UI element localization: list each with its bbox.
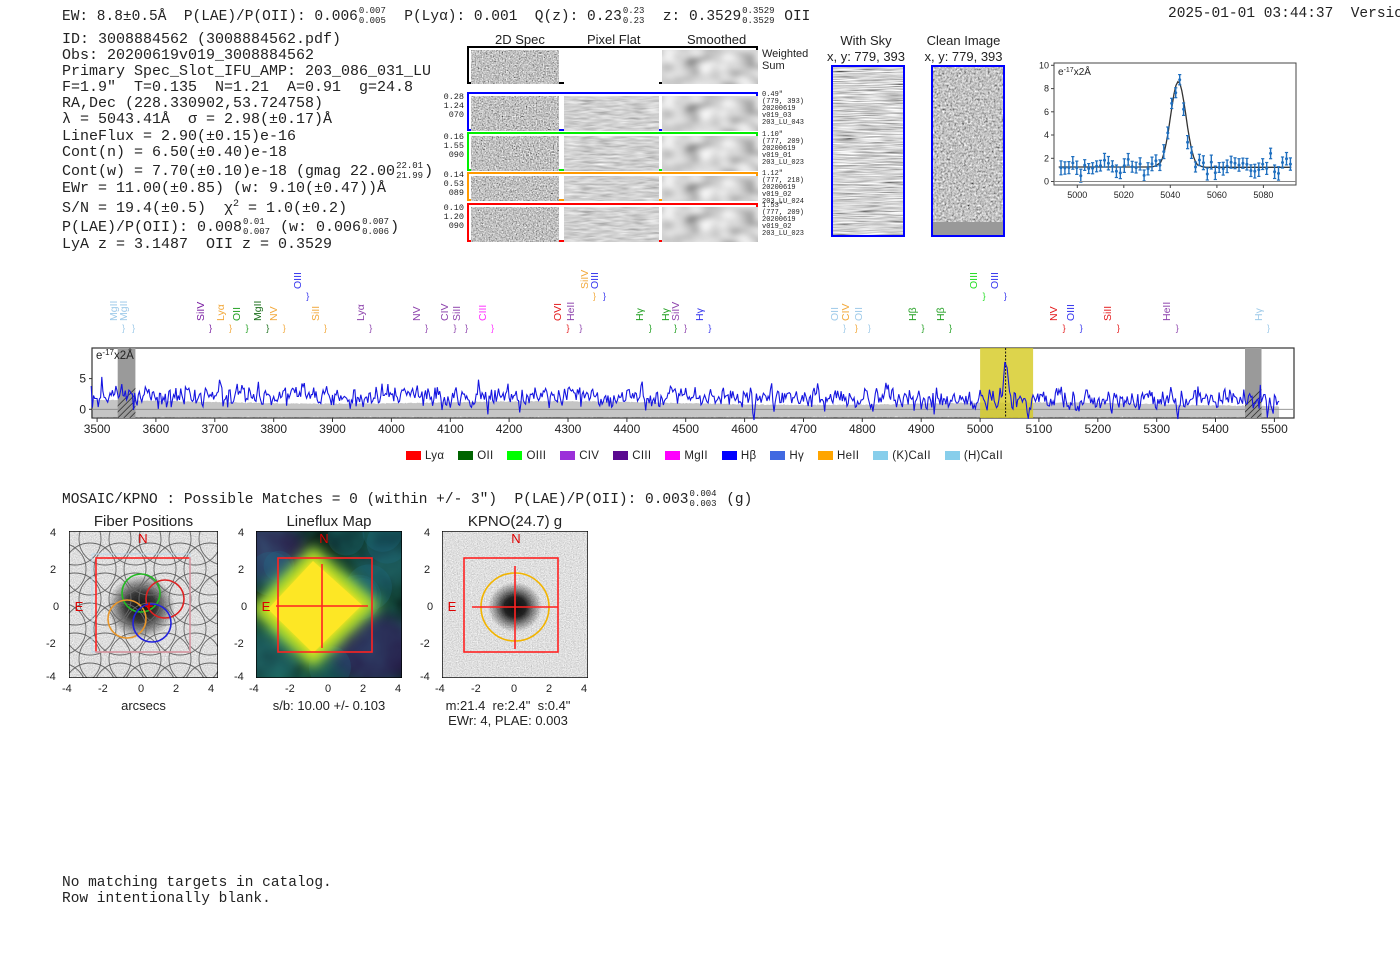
- svg-text:E: E: [262, 599, 271, 614]
- svg-text:5: 5: [79, 372, 86, 386]
- svg-text:5300: 5300: [1143, 422, 1170, 436]
- svg-text:e-17x2Å: e-17x2Å: [96, 348, 134, 363]
- svg-text:6: 6: [1044, 107, 1049, 117]
- svg-text:5080: 5080: [1253, 190, 1273, 200]
- svg-text:3500: 3500: [84, 422, 111, 436]
- svg-text:4900: 4900: [908, 422, 935, 436]
- svg-text:3800: 3800: [260, 422, 287, 436]
- svg-text:0: 0: [1044, 177, 1049, 187]
- svg-text:e-17x2Å: e-17x2Å: [1058, 65, 1091, 78]
- svg-text:4400: 4400: [614, 422, 641, 436]
- svg-text:5400: 5400: [1202, 422, 1229, 436]
- svg-text:2: 2: [1044, 153, 1049, 163]
- svg-text:5500: 5500: [1261, 422, 1288, 436]
- svg-text:4800: 4800: [849, 422, 876, 436]
- svg-text:5060: 5060: [1207, 190, 1227, 200]
- svg-text:8: 8: [1044, 84, 1049, 94]
- svg-text:N: N: [319, 531, 328, 546]
- svg-text:10: 10: [1039, 60, 1049, 70]
- svg-text:5000: 5000: [967, 422, 994, 436]
- svg-text:4600: 4600: [731, 422, 758, 436]
- svg-text:0: 0: [79, 402, 86, 416]
- svg-text:E: E: [448, 599, 457, 614]
- svg-text:4500: 4500: [672, 422, 699, 436]
- svg-text:4200: 4200: [496, 422, 523, 436]
- svg-text:+: +: [145, 598, 154, 615]
- svg-text:3700: 3700: [201, 422, 228, 436]
- svg-text:5100: 5100: [1026, 422, 1053, 436]
- svg-text:N: N: [138, 531, 147, 546]
- svg-text:4000: 4000: [378, 422, 405, 436]
- svg-text:5040: 5040: [1160, 190, 1180, 200]
- svg-text:N: N: [511, 531, 520, 546]
- svg-text:5200: 5200: [1084, 422, 1111, 436]
- svg-text:E: E: [75, 599, 84, 614]
- svg-text:4300: 4300: [555, 422, 582, 436]
- svg-text:4100: 4100: [437, 422, 464, 436]
- svg-text:4700: 4700: [790, 422, 817, 436]
- svg-text:3900: 3900: [319, 422, 346, 436]
- svg-text:5020: 5020: [1114, 190, 1134, 200]
- svg-text:3600: 3600: [143, 422, 170, 436]
- svg-text:4: 4: [1044, 130, 1049, 140]
- svg-text:5000: 5000: [1067, 190, 1087, 200]
